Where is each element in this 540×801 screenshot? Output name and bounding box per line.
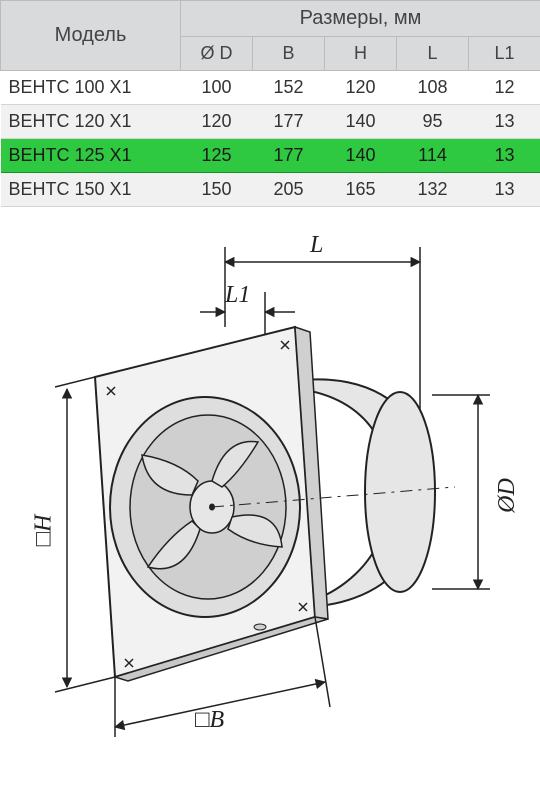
cell-l: 114 <box>397 139 469 173</box>
header-model: Модель <box>1 1 181 71</box>
label-h: □H <box>30 515 57 547</box>
label-b: □B <box>195 707 224 734</box>
cell-b: 152 <box>253 71 325 105</box>
cell-model: ВЕНТС 120 Х1 <box>1 105 181 139</box>
cell-model: ВЕНТС 150 Х1 <box>1 173 181 207</box>
cell-h: 140 <box>325 105 397 139</box>
cell-l1: 13 <box>469 105 540 139</box>
fan-dimension-diagram: L L1 □H ØD □B <box>0 207 540 767</box>
table-row: ВЕНТС 150 Х1 150 205 165 132 13 <box>1 173 540 207</box>
label-l1: L1 <box>225 282 250 309</box>
cell-b: 177 <box>253 139 325 173</box>
cell-h: 140 <box>325 139 397 173</box>
cell-l: 95 <box>397 105 469 139</box>
col-d: Ø D <box>181 37 253 71</box>
cell-d: 150 <box>181 173 253 207</box>
table-row: ВЕНТС 120 Х1 120 177 140 95 13 <box>1 105 540 139</box>
table-row-highlight: ВЕНТС 125 Х1 125 177 140 114 13 <box>1 139 540 173</box>
diagram-svg <box>0 207 540 767</box>
cell-d: 100 <box>181 71 253 105</box>
table-row: ВЕНТС 100 Х1 100 152 120 108 12 <box>1 71 540 105</box>
cell-model: ВЕНТС 125 Х1 <box>1 139 181 173</box>
dimensions-table: Модель Размеры, мм Ø D В H L L1 ВЕНТС 10… <box>0 0 540 207</box>
cell-model: ВЕНТС 100 Х1 <box>1 71 181 105</box>
table-body: ВЕНТС 100 Х1 100 152 120 108 12 ВЕНТС 12… <box>1 71 540 207</box>
col-h: H <box>325 37 397 71</box>
cell-b: 205 <box>253 173 325 207</box>
label-l: L <box>310 232 323 259</box>
col-l1: L1 <box>469 37 540 71</box>
label-d: ØD <box>494 478 521 513</box>
cell-l1: 13 <box>469 139 540 173</box>
header-dimensions: Размеры, мм <box>181 1 540 37</box>
cell-h: 120 <box>325 71 397 105</box>
cell-d: 125 <box>181 139 253 173</box>
cell-l: 132 <box>397 173 469 207</box>
col-l: L <box>397 37 469 71</box>
cell-d: 120 <box>181 105 253 139</box>
col-b: В <box>253 37 325 71</box>
cell-b: 177 <box>253 105 325 139</box>
cell-l1: 13 <box>469 173 540 207</box>
cell-h: 165 <box>325 173 397 207</box>
cell-l1: 12 <box>469 71 540 105</box>
dimensions-table-container: Модель Размеры, мм Ø D В H L L1 ВЕНТС 10… <box>0 0 540 207</box>
cell-l: 108 <box>397 71 469 105</box>
